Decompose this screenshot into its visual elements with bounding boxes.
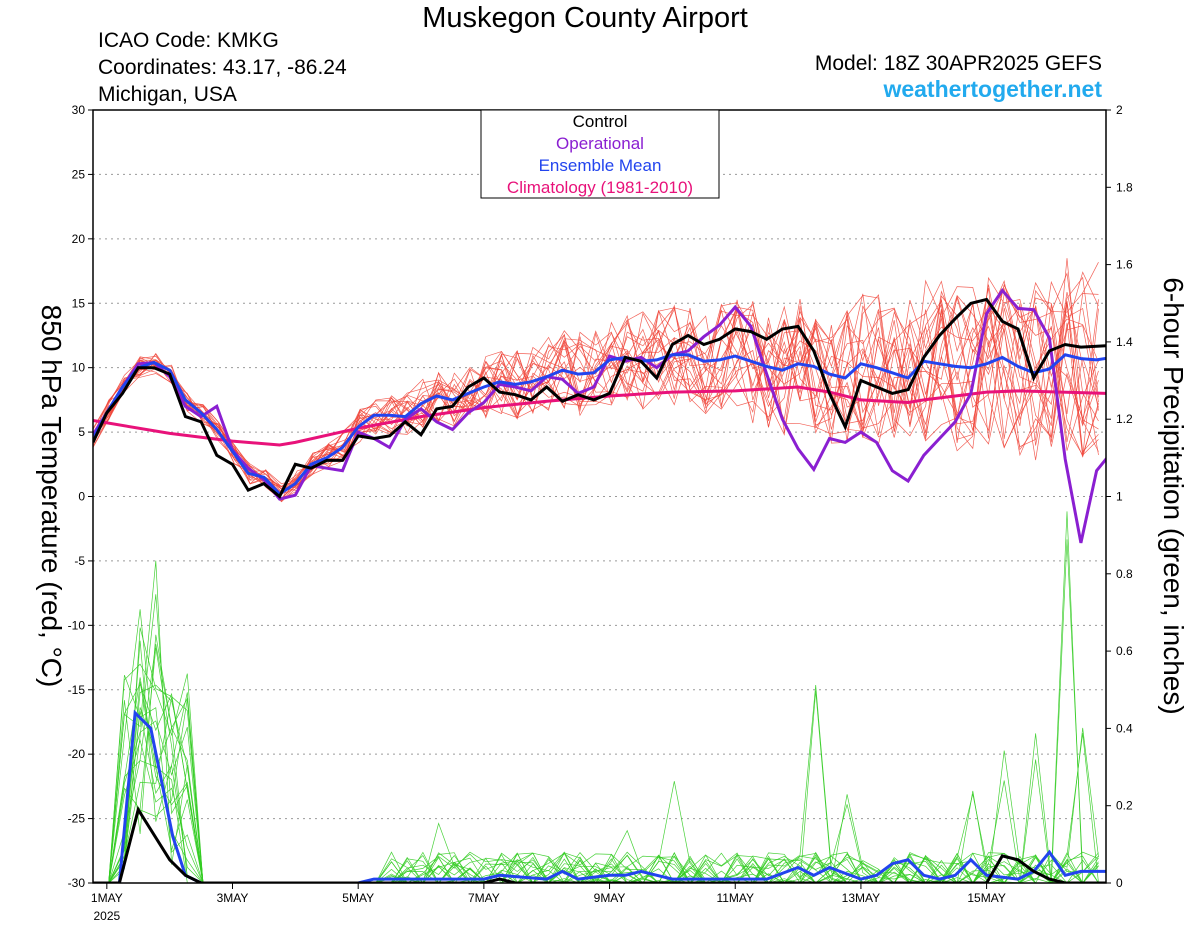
climatology-line [93, 385, 1106, 447]
y-left-tick-label: -5 [74, 554, 85, 568]
precipitation-member-line [93, 609, 1099, 883]
coordinates: Coordinates: 43.17, -86.24 [98, 56, 347, 79]
region: Michigan, USA [98, 83, 237, 106]
x-tick-label: 7MAY [468, 891, 500, 905]
y-left-tick-label: -10 [68, 618, 86, 632]
x-tick-label: 11MAY [716, 891, 754, 905]
y-left-tick-label: -20 [68, 747, 86, 761]
precipitation-member-line [93, 643, 1099, 883]
control-line [93, 297, 1106, 499]
precip-control-line [93, 805, 1106, 883]
precipitation-member-line [93, 677, 1099, 883]
y-right-tick-label: 0.2 [1116, 799, 1133, 813]
y-left-tick-label: -30 [68, 876, 86, 890]
y-right-tick-label: 1 [1116, 490, 1123, 504]
y-right-tick-label: 0.6 [1116, 644, 1133, 658]
temperature-member-line [93, 271, 1099, 502]
axes: 302520151050-5-10-15-20-25-3021.81.61.41… [68, 103, 1133, 923]
y-left-tick-label: -15 [68, 683, 86, 697]
precipitation-member-line [93, 594, 1099, 883]
legend: Control Operational Ensemble Mean Climatolo… [480, 109, 720, 199]
legend-entry: Ensemble Mean [539, 156, 662, 175]
precipitation-member-line [93, 674, 1099, 883]
y-right-tick-label: 0.8 [1116, 567, 1133, 581]
legend-entry: Operational [556, 134, 644, 153]
y-right-tick-label: 2 [1116, 103, 1123, 117]
temperature-member-line [93, 280, 1099, 492]
y-left-tick-label: 0 [78, 490, 85, 504]
precipitation-member-line [93, 627, 1099, 883]
precip-ensemble-mean-line [93, 709, 1106, 883]
legend-entry: Control [573, 112, 628, 131]
grid-lines [93, 173, 1106, 820]
precipitation-member-line [93, 539, 1099, 883]
y-right-tick-label: 1.2 [1116, 412, 1133, 426]
x-tick-label: 15MAY [967, 891, 1005, 905]
x-tick-label: 1MAY [91, 891, 123, 905]
temperature-member-line [93, 283, 1099, 501]
y-left-tick-label: 10 [72, 361, 86, 375]
y-left-tick-label: -25 [68, 812, 86, 826]
ensemble-mean-line [93, 353, 1106, 496]
x-tick-year-label: 2025 [93, 909, 120, 923]
y-right-label: 6-hour Precipitation (green, inches) [1158, 277, 1189, 714]
page-title: Muskegon County Airport [422, 2, 748, 34]
y-right-tick-label: 0 [1116, 876, 1123, 890]
y-left-tick-label: 30 [72, 103, 86, 117]
y-left-tick-label: 20 [72, 232, 86, 246]
x-tick-label: 3MAY [217, 891, 249, 905]
precipitation-member-line [93, 720, 1099, 883]
y-left-tick-label: 5 [78, 425, 85, 439]
x-tick-label: 5MAY [342, 891, 374, 905]
y-right-tick-label: 1.6 [1116, 258, 1133, 272]
model-run: Model: 18Z 30APR2025 GEFS [814, 52, 1102, 75]
y-right-tick-label: 1.4 [1116, 335, 1133, 349]
temperature-member-line [93, 280, 1099, 495]
brand-link[interactable]: weathertogether.net [883, 76, 1102, 102]
y-left-tick-label: 15 [72, 296, 86, 310]
icao-code: ICAO Code: KMKG [98, 29, 279, 52]
legend-entry: Climatology (1981-2010) [507, 178, 693, 197]
y-right-tick-label: 0.4 [1116, 721, 1133, 735]
precipitation-member-line [93, 560, 1099, 883]
x-tick-label: 9MAY [594, 891, 626, 905]
series-lines [93, 287, 1106, 883]
x-tick-label: 13MAY [842, 891, 880, 905]
y-left-label: 850 hPa Temperature (red, °C) [36, 305, 67, 688]
y-left-tick-label: 25 [72, 167, 86, 181]
y-right-tick-label: 1.8 [1116, 180, 1133, 194]
legend-box [480, 109, 720, 199]
